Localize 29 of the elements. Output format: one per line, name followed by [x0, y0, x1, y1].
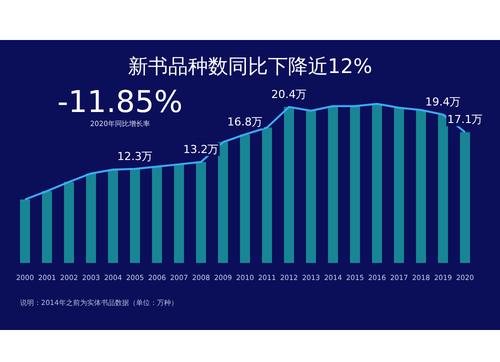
- data-label: 16.8万: [227, 115, 263, 128]
- annotation: -11.85%: [57, 85, 183, 120]
- data-label: 19.4万: [425, 96, 461, 109]
- bar: [350, 106, 360, 263]
- bar: [196, 162, 206, 263]
- bar: [262, 128, 272, 263]
- bar: [42, 191, 52, 263]
- bar: [20, 200, 30, 263]
- bar: [372, 104, 382, 263]
- bar: [152, 166, 162, 263]
- data-label: 12.3万: [117, 150, 153, 163]
- bar: [174, 164, 184, 263]
- bar: [218, 142, 228, 263]
- data-label: 13.2万: [183, 143, 219, 156]
- bar: [394, 108, 404, 263]
- data-label: 17.1万: [447, 113, 483, 126]
- data-label: 20.4万: [271, 88, 307, 101]
- bar: [284, 106, 294, 263]
- chart-title: 新书品种数同比下降近12%: [128, 54, 372, 78]
- bar: [130, 168, 140, 263]
- bar: [306, 110, 316, 263]
- bar: [328, 106, 338, 263]
- bar: [240, 134, 250, 263]
- bar: [460, 132, 470, 263]
- bar: [438, 114, 448, 263]
- bar: [416, 110, 426, 263]
- bar: [64, 182, 74, 263]
- bar: [108, 170, 118, 263]
- bar: [86, 173, 96, 263]
